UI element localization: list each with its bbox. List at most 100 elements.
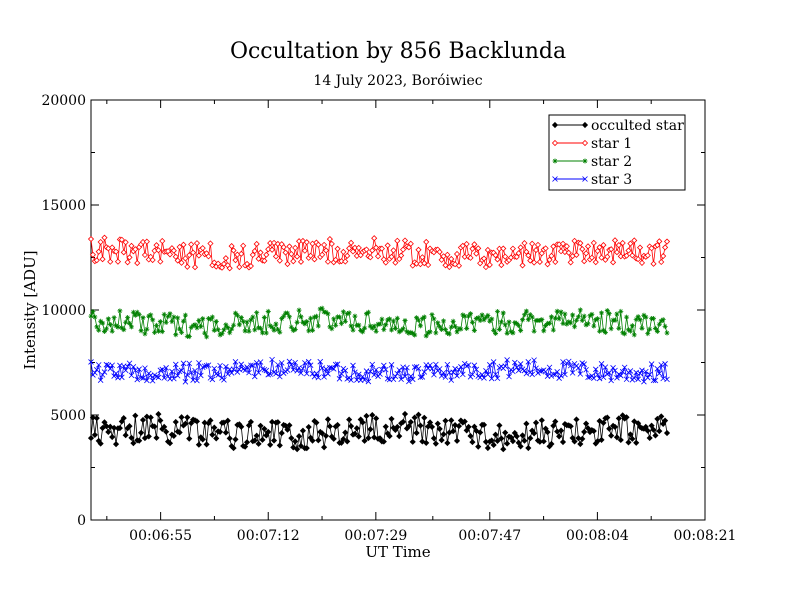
series-2-point [132, 312, 138, 318]
series-0-point [186, 435, 193, 442]
series-0-point [475, 443, 482, 450]
y-tick-label: 15000 [41, 198, 86, 214]
series-2-point [381, 327, 387, 333]
series-0-point [274, 419, 281, 426]
series-2-point [458, 326, 464, 332]
series-0-point [428, 423, 436, 431]
series-0-point [492, 431, 499, 438]
series-2-point [496, 326, 502, 332]
series-3-point [454, 373, 460, 379]
series-0-point [538, 417, 545, 424]
series-0-point [315, 437, 322, 444]
series-0-point [203, 441, 210, 448]
series-0-point [556, 433, 563, 440]
series-0-point [532, 419, 540, 426]
series-3-point [257, 359, 264, 365]
series-0-point [608, 432, 615, 439]
series-3-point [415, 365, 422, 372]
series-0-point [600, 419, 607, 427]
series-0-point [571, 438, 578, 445]
series-3-point [203, 362, 210, 369]
series-1-point [284, 260, 291, 268]
series-1-point [563, 243, 570, 250]
series-1-point [615, 242, 622, 249]
series-3-point [261, 366, 268, 373]
series-0-point [199, 436, 206, 443]
series-0-point [432, 440, 439, 447]
series-3-point [205, 362, 212, 368]
series-2-point [373, 328, 379, 334]
series-3-point [506, 373, 512, 380]
series-1-point [172, 253, 179, 260]
series-1-point [494, 256, 501, 263]
series-3-point [348, 377, 354, 383]
series-1-point [290, 258, 297, 265]
series-0-point [438, 437, 445, 444]
series-0-point [426, 419, 434, 426]
series-0-point [344, 438, 351, 445]
series-2-point [246, 328, 252, 334]
series-3-point [392, 373, 399, 380]
series-1-point [617, 253, 624, 260]
series-2-point [387, 316, 393, 322]
series-2-point [562, 311, 568, 317]
series-2-point [454, 329, 460, 335]
series-3-point [269, 356, 275, 363]
series-0-point [409, 438, 416, 445]
series-1-point [536, 258, 543, 266]
series-2-point [477, 317, 483, 323]
series-1-point [463, 240, 470, 248]
series-2-point [236, 322, 242, 328]
series-0-point [373, 415, 380, 422]
series-2-point [250, 314, 256, 320]
series-1-point [107, 258, 114, 265]
series-2-point [148, 312, 154, 318]
series-2-point [277, 329, 283, 335]
series-2-point [225, 325, 231, 331]
series-0-point [469, 438, 476, 446]
series-3-point [621, 364, 628, 371]
series-1-point [517, 244, 524, 251]
series-3-point [558, 373, 564, 379]
series-1-point [303, 239, 310, 246]
series-2-point [466, 313, 472, 319]
series-2-point [344, 311, 350, 317]
series-2-point [456, 326, 462, 332]
series-1-point [87, 235, 95, 243]
series-0-point [452, 422, 459, 429]
series-2-point [348, 323, 354, 329]
series-1-point [265, 246, 272, 253]
series-3-point [517, 361, 524, 367]
series-0-point [405, 423, 412, 430]
series-3-point [174, 372, 181, 379]
series-2-point [338, 321, 344, 327]
series-3-point [92, 369, 98, 376]
series-2-point [346, 310, 352, 316]
series-line-2 [90, 307, 668, 339]
series-2-point [298, 314, 304, 320]
legend-marker-3 [552, 176, 558, 182]
series-3-point [483, 368, 489, 374]
series-3-point [381, 362, 387, 369]
series-2-point [627, 328, 633, 334]
series-3-point [531, 357, 537, 363]
series-1-point [99, 256, 106, 263]
series-2-point [633, 316, 639, 322]
series-0-point [440, 431, 447, 438]
series-2-point [179, 330, 185, 336]
series-1-point [662, 244, 669, 251]
series-2-point [98, 318, 104, 324]
series-2-point [140, 315, 146, 321]
series-3-point [504, 357, 510, 363]
series-3-point [134, 376, 141, 383]
series-1-point [594, 247, 601, 255]
y-tick-label: 20000 [41, 93, 86, 109]
series-2-point [489, 316, 495, 322]
series-0-point [132, 412, 139, 419]
series-3-point [411, 364, 418, 370]
series-3-point [215, 372, 221, 378]
series-2-point [362, 325, 368, 331]
series-0-point [182, 420, 189, 427]
series-2-point [294, 319, 300, 325]
series-0-point [434, 420, 441, 427]
